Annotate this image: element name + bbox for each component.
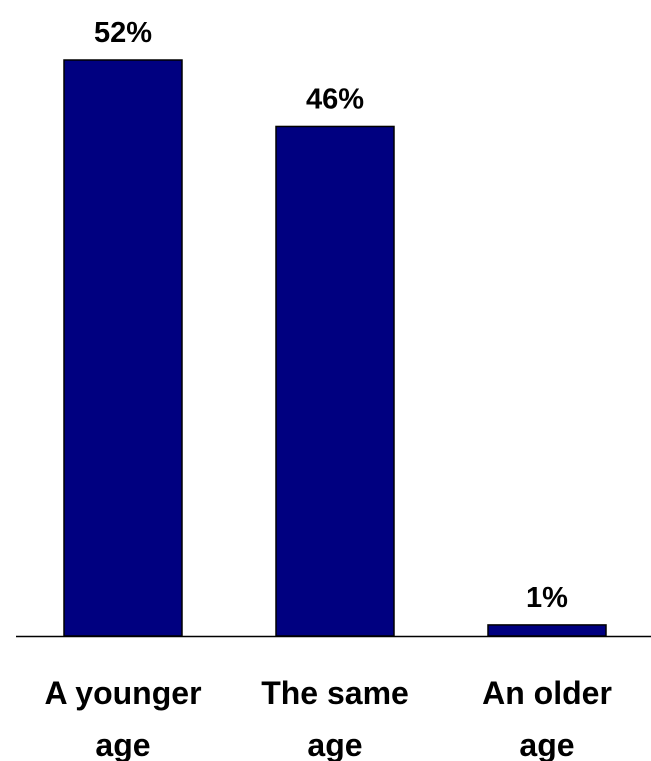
data-label-3: 1% [526, 582, 568, 614]
bars-layer [63, 59, 607, 637]
bar-2 [275, 125, 395, 637]
category-labels-layer: A younger age The same age An older age [44, 675, 611, 761]
category-label-2-line-2: age [307, 727, 362, 761]
category-label-3-line-1: An older [482, 675, 612, 711]
bar-1 [63, 59, 183, 637]
category-label-1-line-2: age [95, 727, 150, 761]
data-label-1: 52% [94, 17, 152, 49]
category-label-2-line-1: The same [261, 675, 409, 711]
category-label-3-line-2: age [519, 727, 574, 761]
data-label-2: 46% [306, 83, 364, 115]
data-labels-layer: 52% 46% 1% [94, 17, 568, 614]
bar-3 [487, 624, 607, 637]
category-label-1-line-1: A younger [44, 675, 201, 711]
